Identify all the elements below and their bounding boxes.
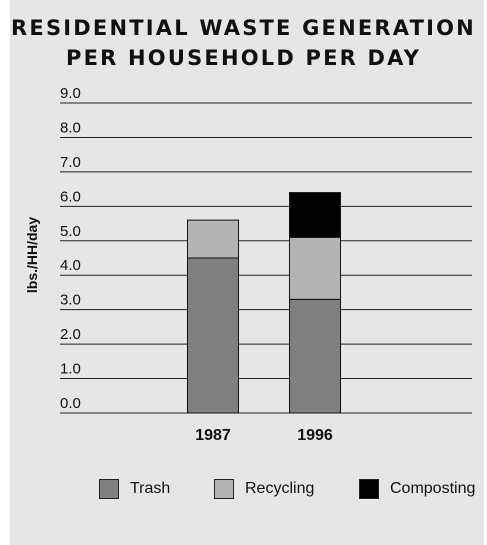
legend-label-recycling: Recycling	[245, 480, 315, 497]
y-axis-ticks: 0.0 1.0 2.0 3.0 4.0 5.0 6.0 7.0 8.0 9.0	[60, 85, 81, 412]
y-tick-label: 9.0	[60, 85, 81, 102]
legend-label-composting: Composting	[390, 480, 476, 497]
chart-title-line-2: PER HOUSEHOLD PER DAY	[65, 46, 422, 70]
legend-label-trash: Trash	[130, 480, 171, 497]
legend-item-composting: Composting	[359, 478, 475, 500]
y-axis-label: lbs./HH/day	[24, 217, 40, 293]
bar-segment-recycling-1996	[289, 236, 341, 300]
bar-segment-recycling-1987	[187, 219, 239, 259]
bar-segment-composting-1996	[289, 192, 341, 238]
y-tick-label: 7.0	[60, 154, 81, 171]
bar-segment-trash-1987	[187, 257, 239, 414]
y-tick-label: 5.0	[60, 223, 81, 240]
legend-swatch-composting	[359, 479, 379, 499]
legend-swatch-recycling	[214, 479, 234, 499]
x-axis-categories: 1987 1996	[195, 427, 333, 444]
bars	[187, 192, 341, 414]
legend-item-recycling: Recycling	[214, 478, 314, 500]
y-tick-label: 0.0	[60, 395, 81, 412]
legend-item-trash: Trash	[99, 478, 170, 500]
bar-segment-trash-1996	[289, 298, 341, 414]
y-tick-label: 2.0	[60, 326, 81, 343]
y-tick-label: 1.0	[60, 361, 81, 378]
x-category-label: 1987	[195, 427, 231, 444]
chart-panel	[10, 0, 484, 545]
y-tick-label: 4.0	[60, 257, 81, 274]
gridlines	[60, 102, 472, 414]
y-tick-label: 3.0	[60, 292, 81, 309]
y-tick-label: 8.0	[60, 119, 81, 136]
x-category-label: 1996	[297, 427, 333, 444]
y-tick-label: 6.0	[60, 188, 81, 205]
chart-title-line-1: RESIDENTIAL WASTE GENERATION	[11, 16, 476, 40]
legend-swatch-trash	[99, 479, 119, 499]
